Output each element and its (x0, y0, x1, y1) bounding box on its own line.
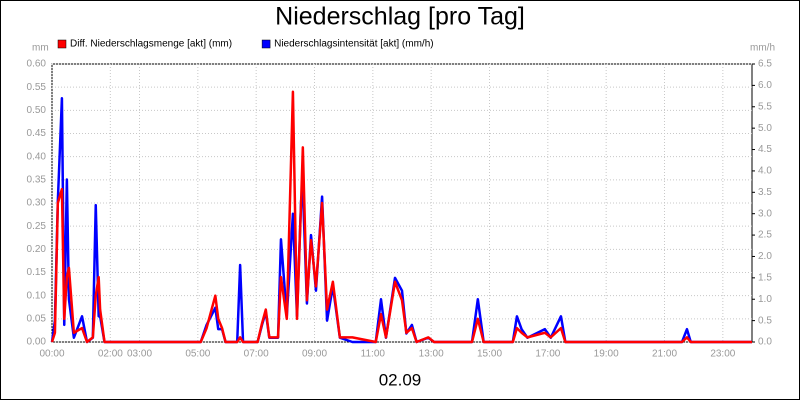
x-tick-label: 11:00 (361, 349, 386, 360)
x-tick-label: 21:00 (652, 349, 677, 360)
y2-axis-label: mm/h (750, 43, 775, 54)
y2-tick-label: 5.5 (758, 101, 772, 112)
y-tick-label: 0.15 (27, 267, 47, 278)
y-tick-label: 0.40 (27, 151, 47, 162)
y2-tick-label: 6.5 (758, 59, 772, 70)
y2-tick-label: 2.5 (758, 230, 772, 241)
legend-label: Niederschlagsintensität [akt] (mm/h) (274, 39, 434, 50)
y2-tick-label: 3.0 (758, 208, 772, 219)
y2-tick-label: 4.5 (758, 144, 772, 155)
y2-tick-label: 1.5 (758, 272, 772, 283)
y2-tick-label: 4.0 (758, 166, 772, 177)
y-tick-label: 0.55 (27, 82, 47, 93)
x-tick-label: 03:00 (127, 349, 152, 360)
y-tick-label: 0.60 (27, 59, 47, 70)
y2-tick-label: 0.5 (758, 315, 772, 326)
y-tick-label: 0.25 (27, 221, 47, 232)
x-tick-label: 15:00 (477, 349, 502, 360)
y-tick-label: 0.20 (27, 244, 47, 255)
y2-tick-label: 1.0 (758, 294, 772, 305)
y-tick-label: 0.50 (27, 105, 47, 116)
y-tick-label: 0.10 (27, 290, 47, 301)
x-tick-label: 13:00 (419, 349, 444, 360)
y-tick-label: 0.45 (27, 128, 47, 139)
legend-swatch (57, 39, 67, 49)
y2-tick-label: 3.5 (758, 187, 772, 198)
x-tick-label: 17:00 (535, 349, 560, 360)
x-tick-label: 00:00 (39, 349, 64, 360)
x-tick-label: 23:00 (710, 349, 735, 360)
y-tick-label: 0.35 (27, 174, 47, 185)
x-axis-label: 02.09 (379, 370, 422, 389)
x-tick-label: 09:00 (302, 349, 327, 360)
x-tick-label: 19:00 (594, 349, 619, 360)
y2-tick-label: 2.0 (758, 251, 772, 262)
y-tick-label: 0.00 (27, 337, 47, 348)
legend-label: Diff. Niederschlagsmenge [akt] (mm) (70, 39, 232, 50)
y-tick-label: 0.30 (27, 198, 47, 209)
y2-tick-label: 5.0 (758, 123, 772, 134)
x-tick-label: 02:00 (98, 349, 123, 360)
legend-swatch (261, 39, 271, 49)
x-tick-label: 07:00 (244, 349, 269, 360)
data-line (50, 90, 752, 344)
y-tick-label: 0.05 (27, 313, 47, 324)
chart-title: Niederschlag [pro Tag] (275, 3, 525, 31)
x-tick-label: 05:00 (185, 349, 210, 360)
y-axis-label: mm (32, 43, 49, 54)
y2-tick-label: 6.0 (758, 80, 772, 91)
y2-tick-label: 0.0 (758, 337, 772, 348)
